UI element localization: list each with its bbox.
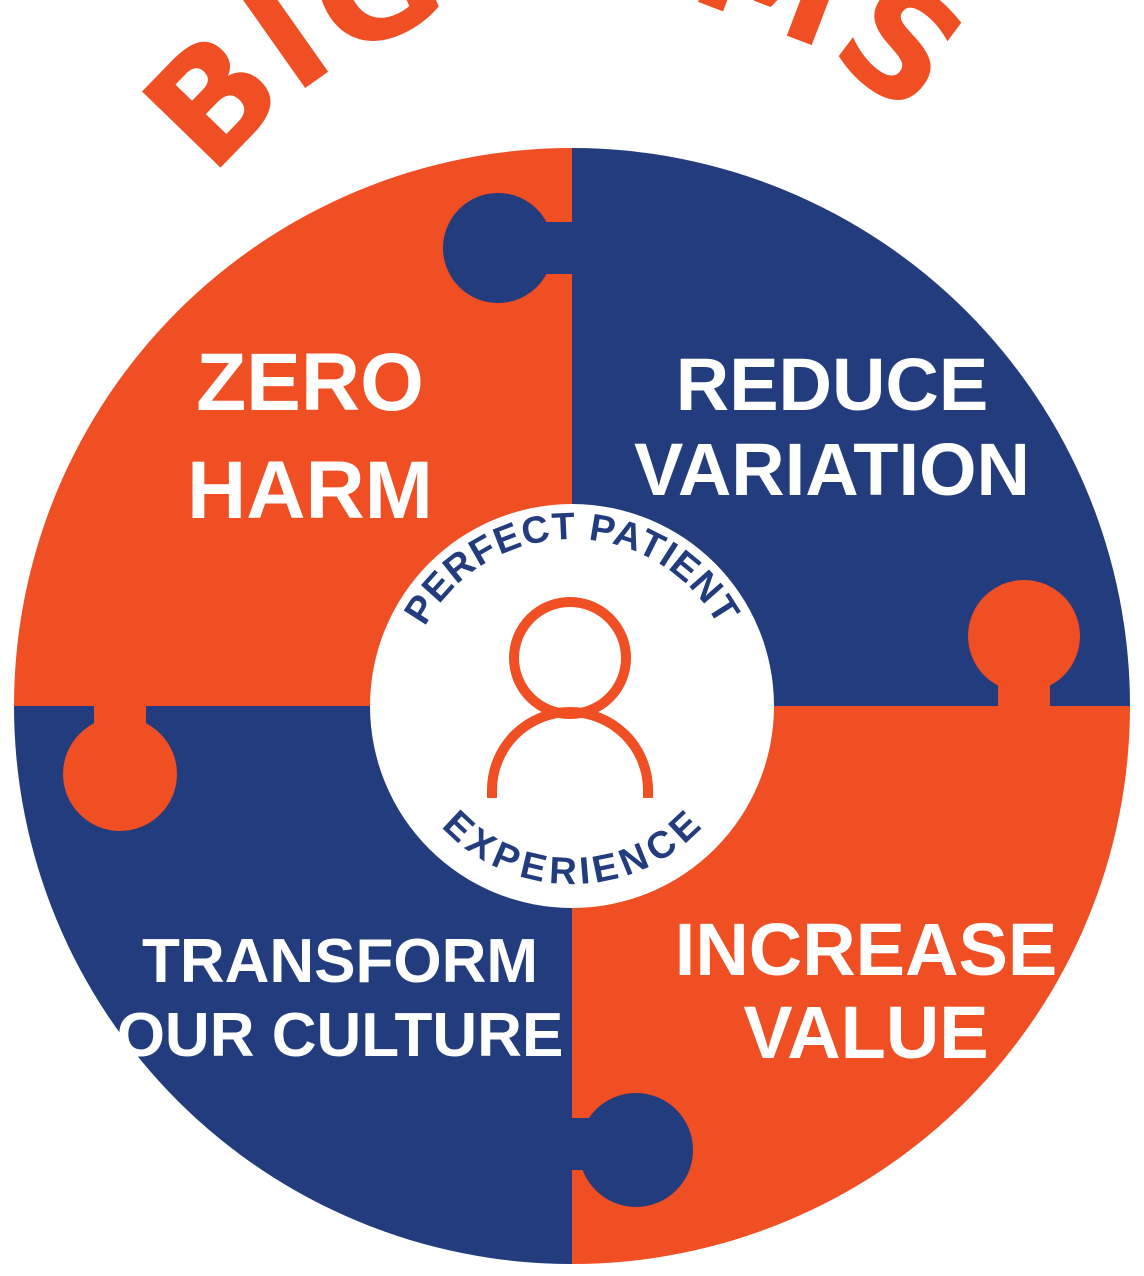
- puzzle-knob-right: [968, 580, 1080, 710]
- center-circle: [370, 504, 774, 908]
- label-reduce: REDUCE: [676, 343, 988, 426]
- label-our-culture: OUR CULTURE: [117, 1001, 564, 1070]
- label-value: VALUE: [743, 991, 988, 1074]
- label-zero: ZERO: [196, 337, 424, 428]
- label-harm: HARM: [187, 445, 433, 536]
- label-variation: VARIATION: [634, 428, 1030, 511]
- label-increase: INCREASE: [675, 908, 1057, 991]
- puzzle-knob-top: [443, 193, 580, 303]
- puzzle-knob-bottom: [566, 1093, 693, 1207]
- person-icon: [487, 597, 653, 798]
- puzzle-knob-left: [63, 700, 177, 831]
- label-transform: TRANSFORM: [142, 927, 538, 996]
